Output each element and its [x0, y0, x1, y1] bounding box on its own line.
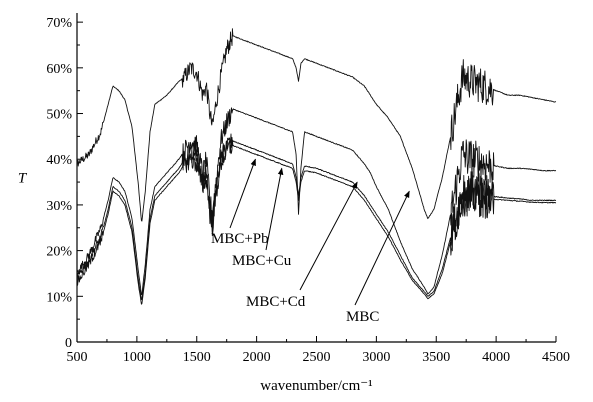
y-tick-label: 30% [46, 199, 72, 214]
y-tick-label: 50% [46, 108, 72, 123]
series-layer [76, 28, 557, 305]
series-line-mbc [76, 28, 557, 222]
annotation-arrow [299, 181, 358, 291]
x-tick-label: 4500 [542, 350, 570, 365]
series-label: MBC+Cu [232, 253, 292, 269]
y-tick-label: 40% [46, 153, 72, 168]
y-tick-label: 60% [46, 62, 72, 77]
x-tick-label: 1500 [183, 350, 211, 365]
series-label: MBC+Cd [246, 294, 306, 310]
x-tick-label: 3000 [362, 350, 390, 365]
y-axis-title: T [18, 171, 28, 187]
y-tick-label: 20% [46, 245, 72, 260]
series-line-mbc-pb [76, 107, 557, 296]
axes: 500 1000 1500 2000 2500 3000 3500 4000 4500 0 10% 2… [46, 13, 570, 365]
series-label: MBC+Pb [211, 231, 269, 247]
x-tick-label: 500 [67, 350, 88, 365]
x-tick-label: 2500 [303, 350, 331, 365]
annotation-arrow [229, 158, 256, 229]
annotation-arrow [354, 190, 410, 306]
x-tick-label: 2000 [243, 350, 271, 365]
series-label: MBC [346, 309, 379, 325]
series-line-mbc-cd [76, 139, 557, 305]
annotations: MBC MBC+Pb MBC+Cu MBC+Cd [211, 158, 410, 325]
y-tick-label: 10% [46, 290, 72, 305]
y-tick-label: 70% [46, 16, 72, 31]
x-tick-label: 4000 [482, 350, 510, 365]
x-tick-label: 3500 [422, 350, 450, 365]
x-axis-title: wavenumber/cm⁻¹ [260, 378, 372, 394]
series-line-mbc-cu [76, 133, 557, 301]
x-tick-label: 1000 [123, 350, 151, 365]
y-tick-label: 0 [65, 336, 72, 351]
annotation-arrow [265, 167, 284, 251]
